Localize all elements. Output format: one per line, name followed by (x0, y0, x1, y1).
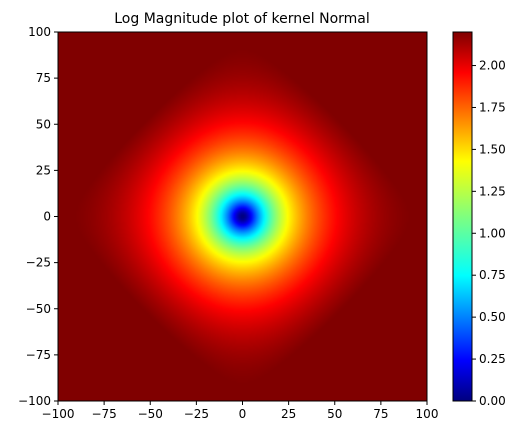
colorbar-tick-label: 0.25 (479, 352, 506, 366)
colorbar-tick-label: 0.50 (479, 310, 506, 324)
colorbar-tick-label: 2.00 (479, 59, 506, 73)
y-tick-label: 100 (28, 25, 51, 39)
colorbar-gradient (452, 31, 473, 402)
colorbar-tick-label: 1.00 (479, 226, 506, 240)
x-tick-label: −75 (91, 407, 116, 421)
y-tick-label: −75 (26, 348, 51, 362)
x-axis: −100 −75 −50 −25 0 25 50 75 100 (42, 401, 439, 421)
heatmap-image (58, 32, 427, 401)
y-tick-label: 75 (36, 71, 51, 85)
y-tick-label: 25 (36, 163, 51, 177)
y-tick-label: −25 (26, 256, 51, 270)
colorbar-tick-label: 0.75 (479, 268, 506, 282)
x-tick-label: −25 (184, 407, 209, 421)
x-tick-label: 25 (281, 407, 296, 421)
y-tick-label: −50 (26, 302, 51, 316)
x-tick-label: 0 (239, 407, 247, 421)
y-tick-label: 50 (36, 117, 51, 131)
y-axis: 100 75 50 25 0 −25 −50 −75 −100 (18, 25, 58, 408)
x-tick-label: 100 (416, 407, 439, 421)
colorbar-tick-label: 1.75 (479, 100, 506, 114)
colorbar: 0.00 0.25 0.50 0.75 1.00 1.25 1.50 1.75 2.00 (452, 31, 506, 408)
colorbar-tick-label: 1.25 (479, 184, 506, 198)
x-tick-label: −50 (138, 407, 163, 421)
chart-title: Log Magnitude plot of kernel Normal (114, 11, 370, 27)
x-tick-label: −100 (42, 407, 75, 421)
colorbar-tick-label: 0.00 (479, 394, 506, 408)
x-tick-label: 75 (373, 407, 388, 421)
colorbar-ticks: 0.00 0.25 0.50 0.75 1.00 1.25 1.50 1.75 2.00 (472, 59, 506, 408)
colorbar-tick-label: 1.50 (479, 142, 506, 156)
y-tick-label: 0 (43, 210, 51, 224)
y-tick-label: −100 (18, 394, 51, 408)
x-tick-label: 50 (327, 407, 342, 421)
plot-area (58, 32, 427, 401)
